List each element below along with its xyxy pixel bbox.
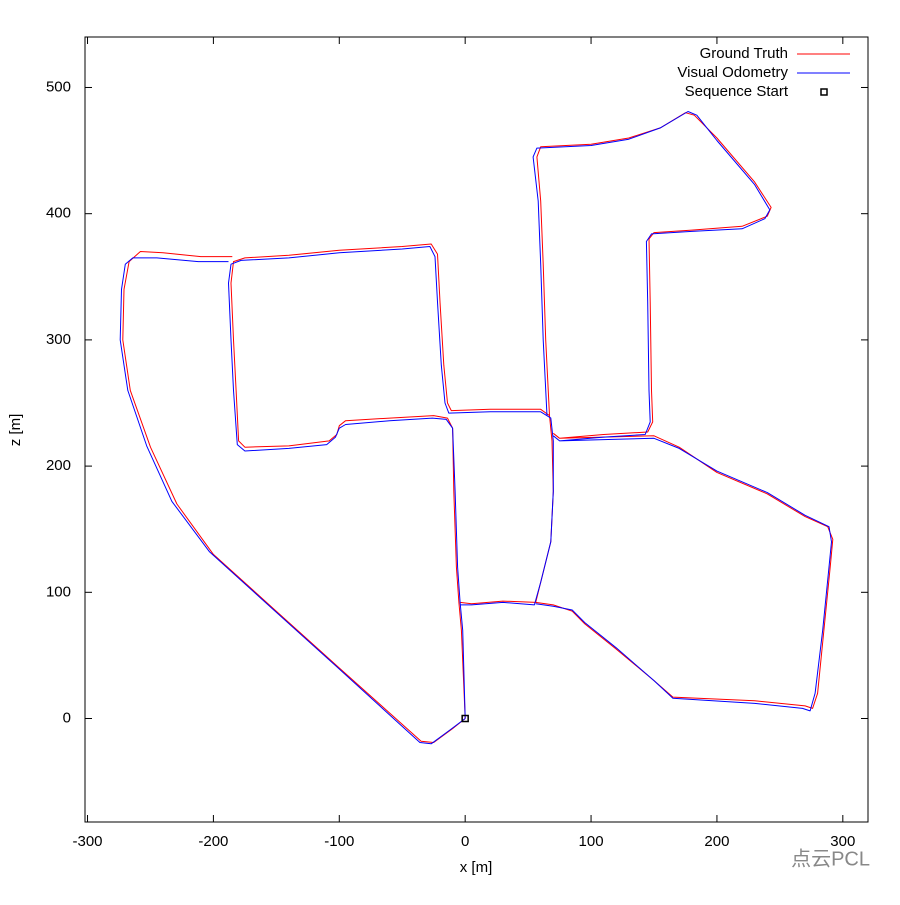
legend-label: Sequence Start — [685, 83, 789, 100]
x-tick-label: 0 — [461, 833, 469, 850]
watermark: 点云PCL — [791, 847, 870, 870]
x-tick-label: 300 — [830, 833, 855, 850]
y-axis-label: z [m] — [7, 414, 24, 447]
plot-border — [84, 36, 869, 823]
x-tick-label: -200 — [198, 833, 228, 850]
start-marker — [461, 714, 469, 723]
x-tick-label: 200 — [704, 833, 729, 850]
x-tick-label: -100 — [324, 833, 354, 850]
trajectory-line — [119, 111, 832, 745]
trajectory-line — [122, 112, 834, 743]
y-tick-label: 400 — [46, 205, 71, 222]
x-axis-label: x [m] — [460, 859, 493, 876]
legend-label: Ground Truth — [700, 45, 788, 62]
legend-label: Visual Odometry — [677, 64, 788, 81]
y-tick-label: 300 — [46, 331, 71, 348]
y-tick-label: 100 — [46, 583, 71, 600]
y-tick-label: 200 — [46, 457, 71, 474]
legend-swatch — [820, 88, 828, 96]
x-tick-label: -300 — [73, 833, 103, 850]
x-tick-label: 100 — [579, 833, 604, 850]
y-tick-label: 0 — [63, 709, 71, 726]
y-tick-label: 500 — [46, 78, 71, 95]
